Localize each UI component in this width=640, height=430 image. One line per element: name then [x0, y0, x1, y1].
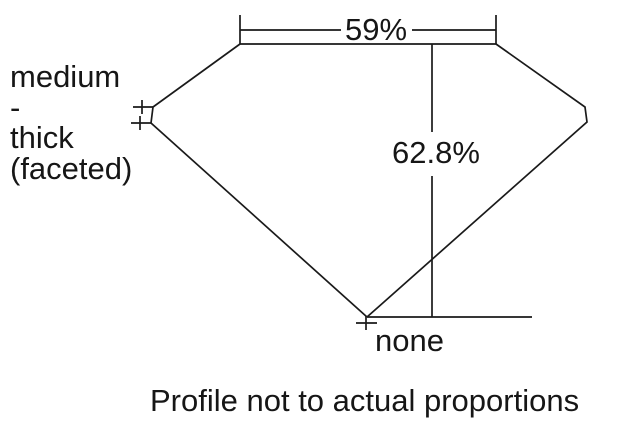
- girdle-label-line: medium: [10, 59, 120, 94]
- girdle-label: medium - thick (faceted): [10, 59, 132, 186]
- diamond-outline-left: [150, 43, 368, 318]
- culet-tick-mark: [356, 316, 377, 330]
- girdle-tick-marks: [139, 100, 143, 130]
- diamond-outline-right: [366, 43, 588, 318]
- table-percentage-label: 59%: [345, 12, 407, 47]
- girdle-tick-extensions: [131, 106, 153, 124]
- proportions-footnote: Profile not to actual proportions: [150, 383, 579, 418]
- girdle-label-line: -: [10, 90, 20, 125]
- girdle-label-line: (faceted): [10, 151, 132, 186]
- depth-percentage-label: 62.8%: [392, 135, 480, 170]
- girdle-label-line: thick: [10, 120, 74, 155]
- culet-label: none: [375, 323, 444, 358]
